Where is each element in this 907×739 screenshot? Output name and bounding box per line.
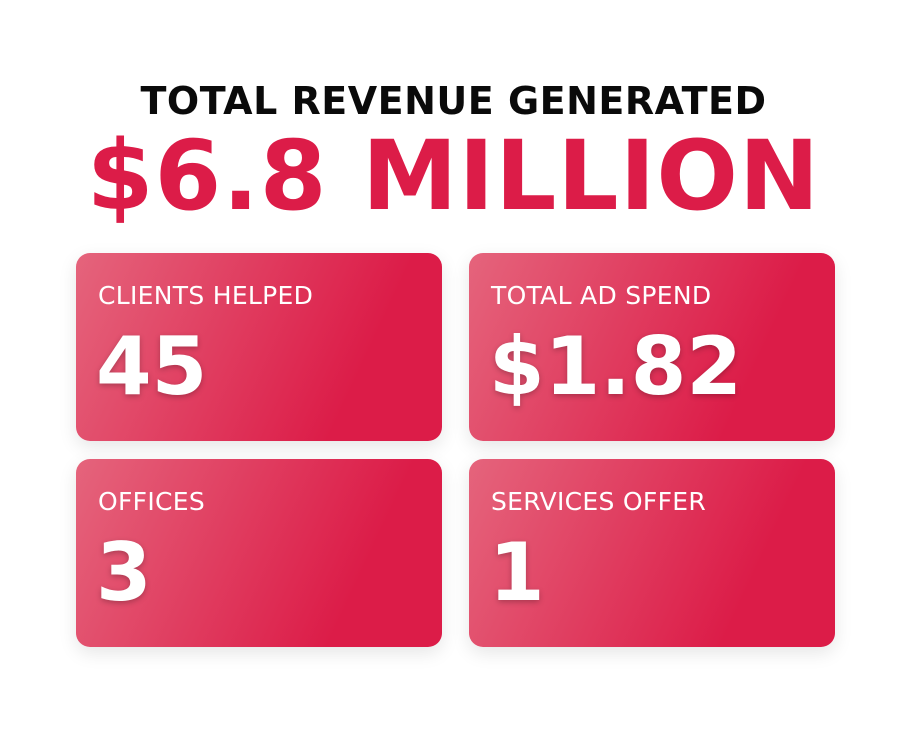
- stat-card-offices: OFFICES 3: [76, 459, 442, 647]
- stat-card-services-offer: SERVICES OFFER 1: [469, 459, 835, 647]
- stat-card-clients-helped: CLIENTS HELPED 45: [76, 253, 442, 441]
- total-revenue-amount: $6.8 MILLION: [86, 120, 821, 232]
- stat-label: CLIENTS HELPED: [98, 281, 314, 310]
- stat-value: $1.82: [489, 320, 743, 413]
- page-title: TOTAL REVENUE GENERATED: [140, 79, 767, 123]
- stat-value: 45: [96, 320, 208, 413]
- stat-card-total-ad-spend: TOTAL AD SPEND $1.82: [469, 253, 835, 441]
- stat-label: SERVICES OFFER: [491, 487, 707, 516]
- stat-label: TOTAL AD SPEND: [491, 281, 712, 310]
- stat-value: 1: [489, 526, 545, 619]
- stat-label: OFFICES: [98, 487, 206, 516]
- stat-value: 3: [96, 526, 152, 619]
